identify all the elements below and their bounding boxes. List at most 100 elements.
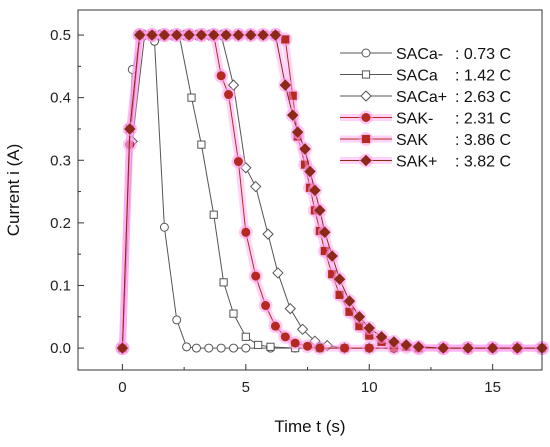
y-tick-label-0: 0.0 <box>50 340 71 357</box>
data-point <box>159 222 169 232</box>
data-point <box>241 227 251 237</box>
data-point <box>462 342 474 354</box>
data-point <box>233 157 243 167</box>
legend-marker <box>361 48 371 58</box>
legend-item-5: SAK+ : 3.82 C <box>340 153 511 171</box>
data-point <box>486 342 499 354</box>
data-point <box>353 311 366 323</box>
data-point <box>187 93 196 102</box>
data-point <box>303 341 313 351</box>
data-point <box>261 301 271 311</box>
data-point <box>364 343 374 353</box>
legend-value: : 2.31 C <box>455 111 511 128</box>
data-point <box>270 321 280 331</box>
data-point <box>262 228 274 240</box>
legend-item-4: SAK: 3.86 C <box>340 132 511 149</box>
data-point <box>281 35 290 44</box>
data-point <box>511 342 524 354</box>
data-point <box>333 273 346 285</box>
legend-value: : 3.86 C <box>455 132 511 149</box>
data-point <box>241 343 251 353</box>
data-point <box>304 165 316 178</box>
legend-marker <box>360 90 372 102</box>
data-point <box>400 339 412 351</box>
data-point <box>269 29 282 41</box>
data-point <box>290 338 300 348</box>
data-point <box>204 343 214 353</box>
data-point <box>272 267 284 279</box>
y-axis-label: Current i (A) <box>4 144 23 237</box>
data-point <box>224 90 234 100</box>
data-point <box>183 29 195 41</box>
y-tick-label-5: 0.5 <box>50 27 71 44</box>
legend-name: SAK- <box>396 111 433 128</box>
data-point <box>116 342 129 354</box>
data-point <box>340 343 350 353</box>
data-point <box>279 79 292 91</box>
data-point <box>287 109 299 121</box>
legend-marker <box>361 70 371 79</box>
legend-name: SACa+ <box>396 89 447 106</box>
y-tick-label-3: 0.3 <box>50 152 71 169</box>
y-tick-label-2: 0.2 <box>50 215 71 232</box>
x-tick-label-0: 0 <box>118 379 126 396</box>
axes: 0 5 10 15 0.0 0.1 0.2 0.3 0.4 0.5 <box>50 27 501 396</box>
y-tick-label-1: 0.1 <box>50 277 71 294</box>
data-point <box>437 342 449 354</box>
data-point <box>314 204 326 217</box>
data-point <box>197 140 206 149</box>
data-point <box>345 307 354 316</box>
data-point <box>319 226 331 238</box>
legend-item-2: SACa+: 2.63 C <box>340 89 511 106</box>
data-point <box>363 322 375 334</box>
x-axis-label: Time t (s) <box>274 417 345 436</box>
data-point <box>228 343 238 353</box>
data-point <box>208 29 220 41</box>
data-point <box>288 91 297 100</box>
data-point <box>375 331 388 343</box>
legend-item-0: SACa- : 0.73 C <box>340 46 511 63</box>
x-tick-label-1: 5 <box>242 379 250 396</box>
data-point <box>172 315 182 325</box>
data-point <box>249 180 262 193</box>
legend-marker <box>360 154 372 167</box>
data-point <box>133 29 146 41</box>
legend-value: : 3.82 C <box>455 154 511 171</box>
legend-value: : 0.73 C <box>455 46 511 63</box>
data-point <box>209 210 218 219</box>
data-point <box>266 342 275 351</box>
data-point <box>326 250 338 262</box>
series-5 <box>115 28 549 356</box>
data-point <box>343 295 356 307</box>
legend-value: : 1.42 C <box>455 68 511 85</box>
data-point <box>280 332 290 342</box>
y-tick-label-4: 0.4 <box>50 90 71 107</box>
legend-name: SACa- <box>396 46 443 63</box>
data-point <box>171 29 183 41</box>
legend-name: SAK+ <box>396 154 437 171</box>
data-point <box>388 336 400 348</box>
data-point <box>257 29 269 41</box>
legend-item-3: SAK- : 2.31 C <box>340 110 511 128</box>
series-layer <box>115 28 549 356</box>
data-point <box>232 29 245 41</box>
legend-marker <box>361 134 371 144</box>
data-point <box>216 343 226 353</box>
data-point <box>241 332 250 341</box>
data-point <box>146 29 158 41</box>
data-point <box>309 184 321 197</box>
legend-item-1: SACa : 1.42 C <box>340 68 511 85</box>
data-point <box>245 29 257 41</box>
data-point <box>229 309 238 318</box>
data-point <box>315 343 325 353</box>
plot-frame <box>77 9 543 371</box>
x-tick-label-3: 15 <box>484 379 501 396</box>
legend-name: SACa <box>396 68 438 85</box>
data-point <box>220 29 232 41</box>
data-point <box>254 340 263 350</box>
data-point <box>284 302 296 315</box>
data-point <box>291 126 304 138</box>
x-tick-label-2: 10 <box>361 379 378 396</box>
